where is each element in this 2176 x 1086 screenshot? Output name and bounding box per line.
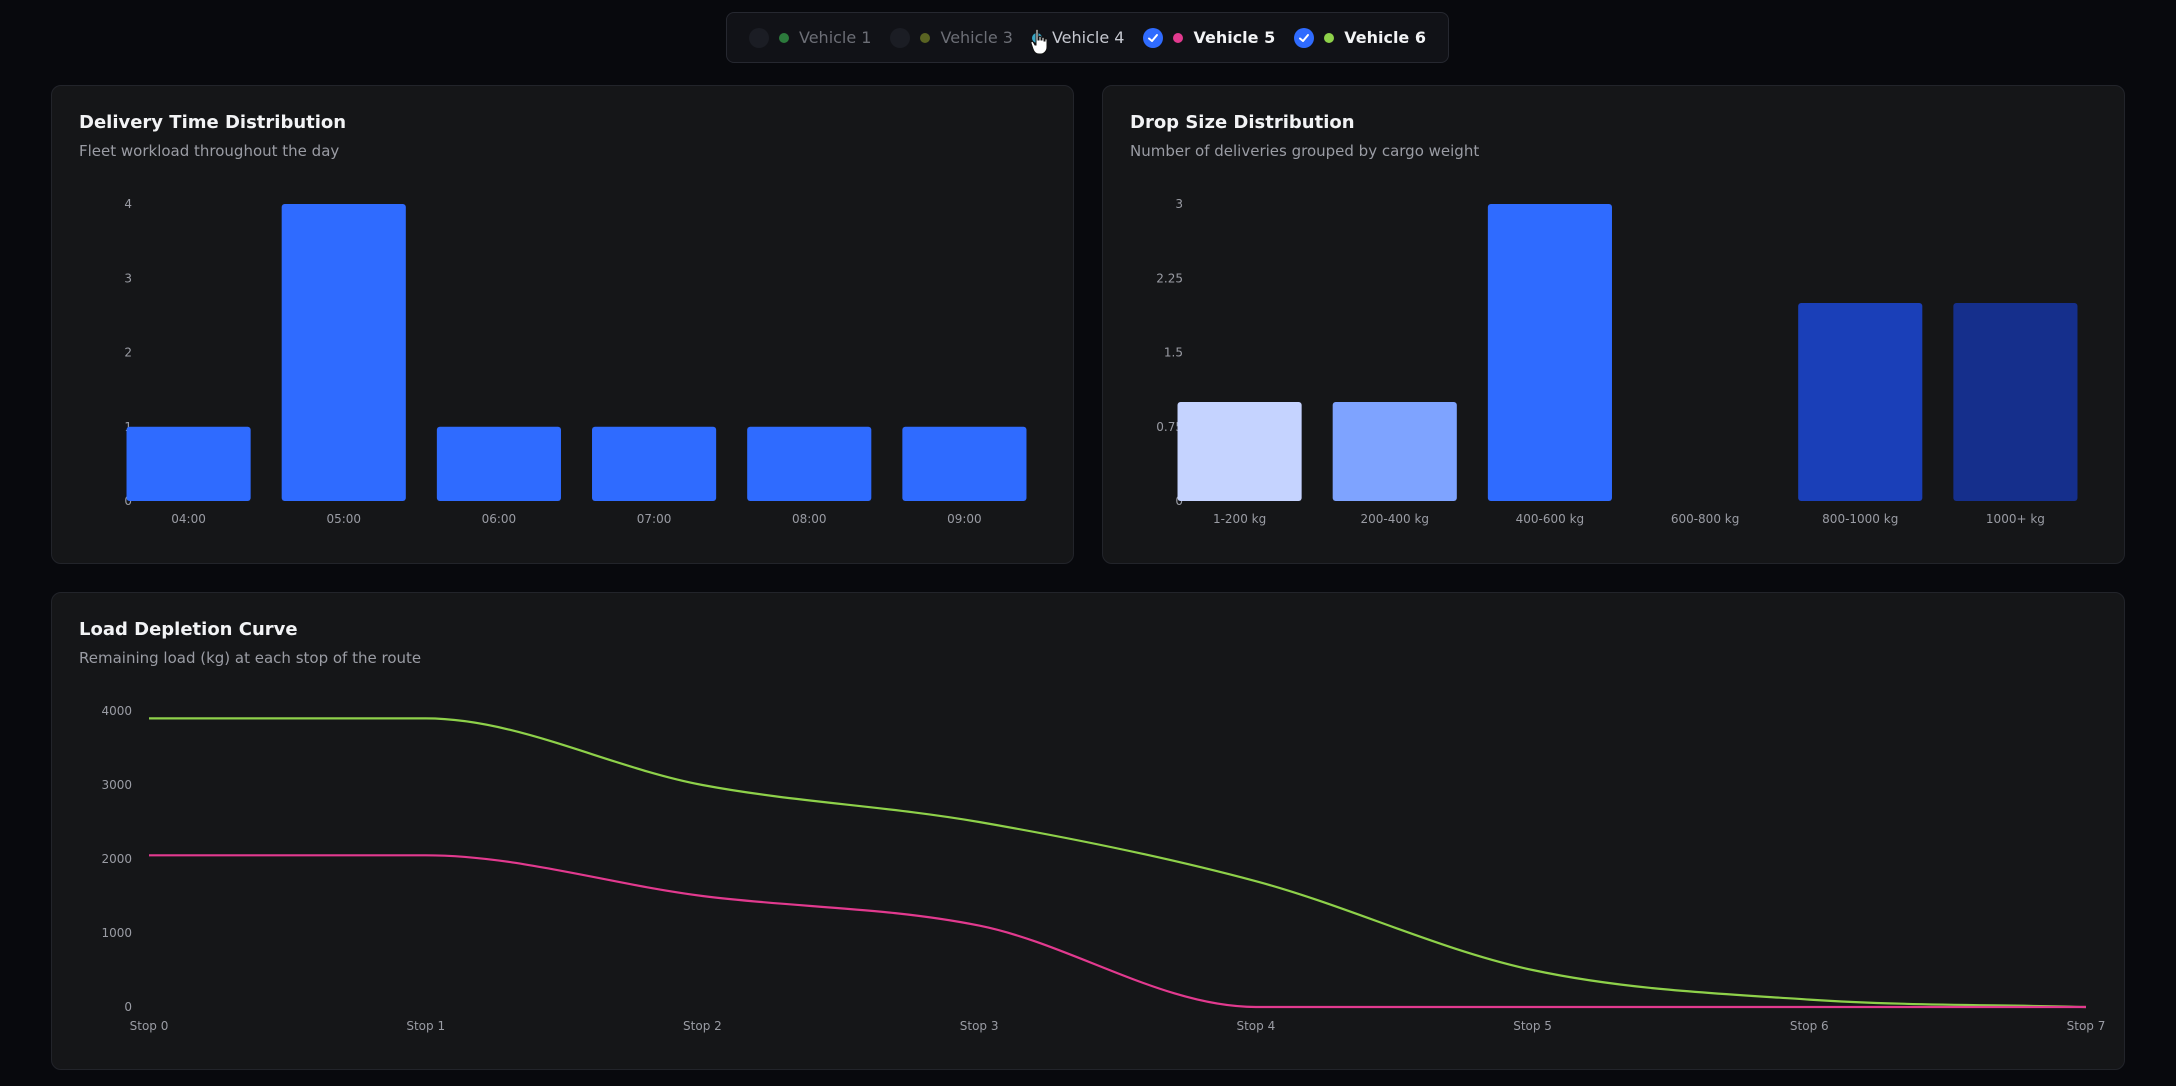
checkbox-icon[interactable] [890, 27, 911, 48]
filter-chip-vehicle-5[interactable]: Vehicle 5 [1143, 27, 1276, 48]
y-tick-label: 1.5 [1164, 346, 1183, 360]
series-line-1[interactable] [148, 854, 2086, 1009]
vehicle-filter-bar: Vehicle 1 Vehicle 3 Vehicle 4 Vehicle 5 Vehi… [726, 12, 1449, 63]
delivery-time-card: Delivery Time Distribution Fleet workloa… [51, 85, 1074, 564]
x-tick-label: 09:00 [947, 512, 982, 526]
x-tick-label: 400-600 kg [1516, 512, 1585, 526]
load-depletion-card: Load Depletion Curve Remaining load (kg)… [51, 592, 2125, 1070]
filter-label: Vehicle 4 [1051, 28, 1125, 47]
x-tick-label: 1000+ kg [1986, 512, 2045, 526]
y-tick-label: 3 [1175, 197, 1183, 211]
series-line-0[interactable] [149, 717, 2087, 1009]
delivery-time-bar-chart: 0 1 2 3 4 04:00 05:00 06:00 07:00 08:00 09:00 [124, 197, 1027, 526]
bar[interactable] [281, 204, 406, 501]
y-tick-label: 0 [124, 1000, 132, 1014]
x-tick-label: Stop 4 [1236, 1019, 1275, 1033]
card-title: Load Depletion Curve [79, 619, 298, 640]
x-tick-label: 800-1000 kg [1822, 512, 1898, 526]
card-subtitle: Fleet workload throughout the day [79, 142, 340, 160]
filter-label: Vehicle 3 [940, 28, 1013, 47]
bar[interactable] [1177, 402, 1302, 501]
bar[interactable] [747, 426, 872, 501]
card-title: Delivery Time Distribution [79, 112, 347, 133]
checkbox-icon[interactable] [1294, 27, 1315, 48]
bar[interactable] [1953, 303, 2078, 501]
color-dot-icon [1173, 32, 1184, 43]
x-tick-label: Stop 5 [1513, 1019, 1552, 1033]
color-dot-icon [920, 32, 931, 43]
drop-size-card: Drop Size Distribution Number of deliver… [1102, 85, 2125, 564]
bar[interactable] [1798, 303, 1923, 501]
filter-chip-vehicle-6[interactable]: Vehicle 6 [1294, 27, 1426, 48]
color-dot-icon [1324, 32, 1335, 43]
x-tick-label: Stop 3 [960, 1019, 999, 1033]
y-tick-label: 0.75 [1156, 420, 1183, 434]
y-tick-label: 2 [124, 346, 132, 360]
y-tick-label: 2.25 [1156, 271, 1183, 285]
y-tick-label: 0 [1175, 494, 1183, 508]
drop-size-bar-chart: 0 0.75 1.5 2.25 3 1-200 kg 200-400 kg 400-600 k… [1156, 197, 2078, 526]
y-tick-label: 3 [124, 271, 132, 285]
checkbox-icon[interactable] [1143, 27, 1164, 48]
bar[interactable] [126, 426, 251, 501]
x-tick-label: Stop 7 [2067, 1019, 2106, 1033]
bar[interactable] [436, 426, 561, 501]
filter-label: Vehicle 5 [1193, 28, 1276, 47]
bar[interactable] [592, 426, 717, 501]
x-tick-label: 05:00 [326, 512, 361, 526]
bar[interactable] [1332, 402, 1457, 501]
y-tick-label: 1 [124, 420, 132, 434]
card-subtitle: Number of deliveries grouped by cargo we… [1130, 142, 1480, 160]
x-tick-label: 1-200 kg [1213, 512, 1266, 526]
x-tick-label: 04:00 [171, 512, 206, 526]
checkbox-icon[interactable] [749, 27, 769, 48]
load-depletion-line-chart: 0 1000 2000 3000 4000 Stop 0 Stop 1 Stop 2 Stop … [101, 704, 2106, 1033]
card-title: Drop Size Distribution [1130, 112, 1355, 133]
x-tick-label: 08:00 [792, 512, 827, 526]
y-tick-label: 3000 [101, 778, 132, 792]
x-tick-label: 06:00 [482, 512, 517, 526]
y-tick-label: 4000 [101, 704, 132, 718]
y-tick-label: 0 [124, 494, 132, 508]
bar[interactable] [902, 426, 1027, 501]
y-tick-label: 1000 [101, 926, 132, 940]
x-tick-label: 200-400 kg [1360, 512, 1429, 526]
x-tick-label: Stop 6 [1790, 1019, 1829, 1033]
x-tick-label: 600-800 kg [1671, 512, 1740, 526]
color-dot-icon [779, 32, 789, 43]
filter-label: Vehicle 6 [1344, 28, 1426, 47]
card-subtitle: Remaining load (kg) at each stop of the … [79, 649, 422, 667]
filter-chip-vehicle-1[interactable]: Vehicle 1 [749, 27, 872, 48]
bar[interactable] [1487, 204, 1612, 501]
x-tick-label: Stop 1 [406, 1019, 445, 1033]
filter-label: Vehicle 1 [799, 28, 872, 47]
filter-chip-vehicle-3[interactable]: Vehicle 3 [890, 27, 1013, 48]
y-tick-label: 2000 [101, 852, 132, 866]
x-tick-label: Stop 0 [130, 1019, 169, 1033]
x-tick-label: Stop 2 [683, 1019, 722, 1033]
pointer-cursor-icon [1030, 28, 1048, 55]
y-tick-label: 4 [124, 197, 132, 211]
x-tick-label: 07:00 [637, 512, 672, 526]
